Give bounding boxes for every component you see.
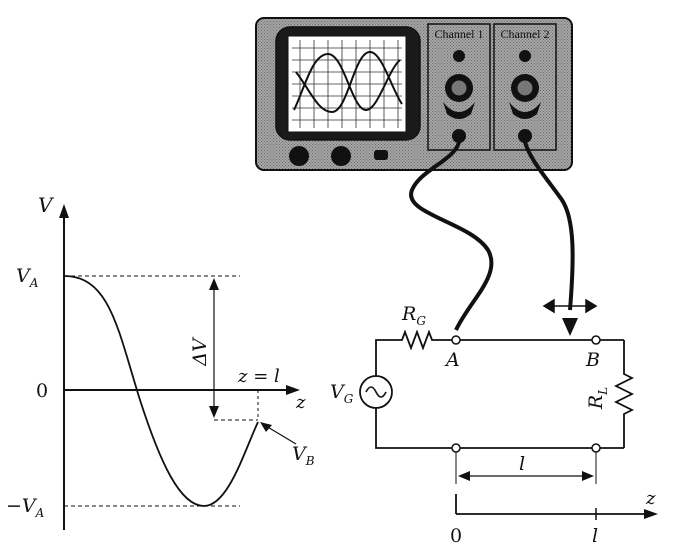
channel2-input-jack[interactable] [518,129,532,143]
position-axis-arrow-icon [644,509,658,519]
node-a-bottom [451,443,461,453]
voltage-graph: V z VA −VA 0 ΔV z = l VB [6,193,315,530]
channel2-panel: Channel 2 [493,23,557,151]
channel2-top-knob[interactable] [519,50,531,62]
channel2-probe-tip[interactable] [562,318,578,336]
rl-label: RL [585,387,610,410]
v-axis-label: V [38,193,55,217]
probe-slide-arrow [542,298,598,314]
zero-label: 0 [36,380,48,402]
oscilloscope: Channel 1 Channel 2 [255,17,573,171]
neg-va-label: −VA [6,495,45,520]
rg-resistor [396,329,456,351]
z-axis-arrow-icon [286,385,300,395]
position-axis-z-label: z [645,488,656,509]
voltage-curve [63,275,259,507]
left-wire-bottom [375,408,456,449]
vb-label: VB [292,443,315,468]
left-wire [375,339,396,376]
node-b-bottom [591,443,601,453]
va-label: VA [16,265,39,290]
channel1-panel: Channel 1 [427,23,491,151]
circuit: RG VG A B RL l [330,303,635,484]
node-a[interactable] [451,335,461,345]
position-axis-zero-label: 0 [450,525,462,547]
rl-resistor [613,340,635,448]
oscilloscope-switch[interactable] [374,150,388,160]
channel2-waveform [295,50,403,114]
channel1-knob-base [443,102,475,119]
position-axis-l-label: l [592,525,598,547]
node-a-label: A [444,349,460,371]
channel2-probe-cable[interactable] [523,141,575,311]
oscilloscope-knob-left[interactable] [289,146,309,166]
delta-v-label: ΔV [189,336,211,367]
sine-icon [365,386,387,398]
node-b[interactable] [591,335,601,345]
oscilloscope-knob-right[interactable] [331,146,351,166]
channel1-probe-cable[interactable] [409,141,494,331]
vb-pointer [265,425,297,445]
node-b-label: B [585,349,600,371]
length-label: l [519,453,525,475]
channel1-label: Channel 1 [435,27,484,41]
rg-label: RG [401,303,426,328]
position-axis: z 0 l [450,488,658,547]
channel2-knob-base [509,102,541,119]
vg-label: VG [330,381,354,406]
channel2-label: Channel 2 [501,27,550,41]
z-eq-l-label: z = l [237,366,280,387]
channel1-input-jack[interactable] [452,129,466,143]
channel1-waveform [293,52,401,112]
z-axis-label: z [295,392,306,413]
channel1-top-knob[interactable] [453,50,465,62]
v-axis-arrow-icon [59,204,69,218]
